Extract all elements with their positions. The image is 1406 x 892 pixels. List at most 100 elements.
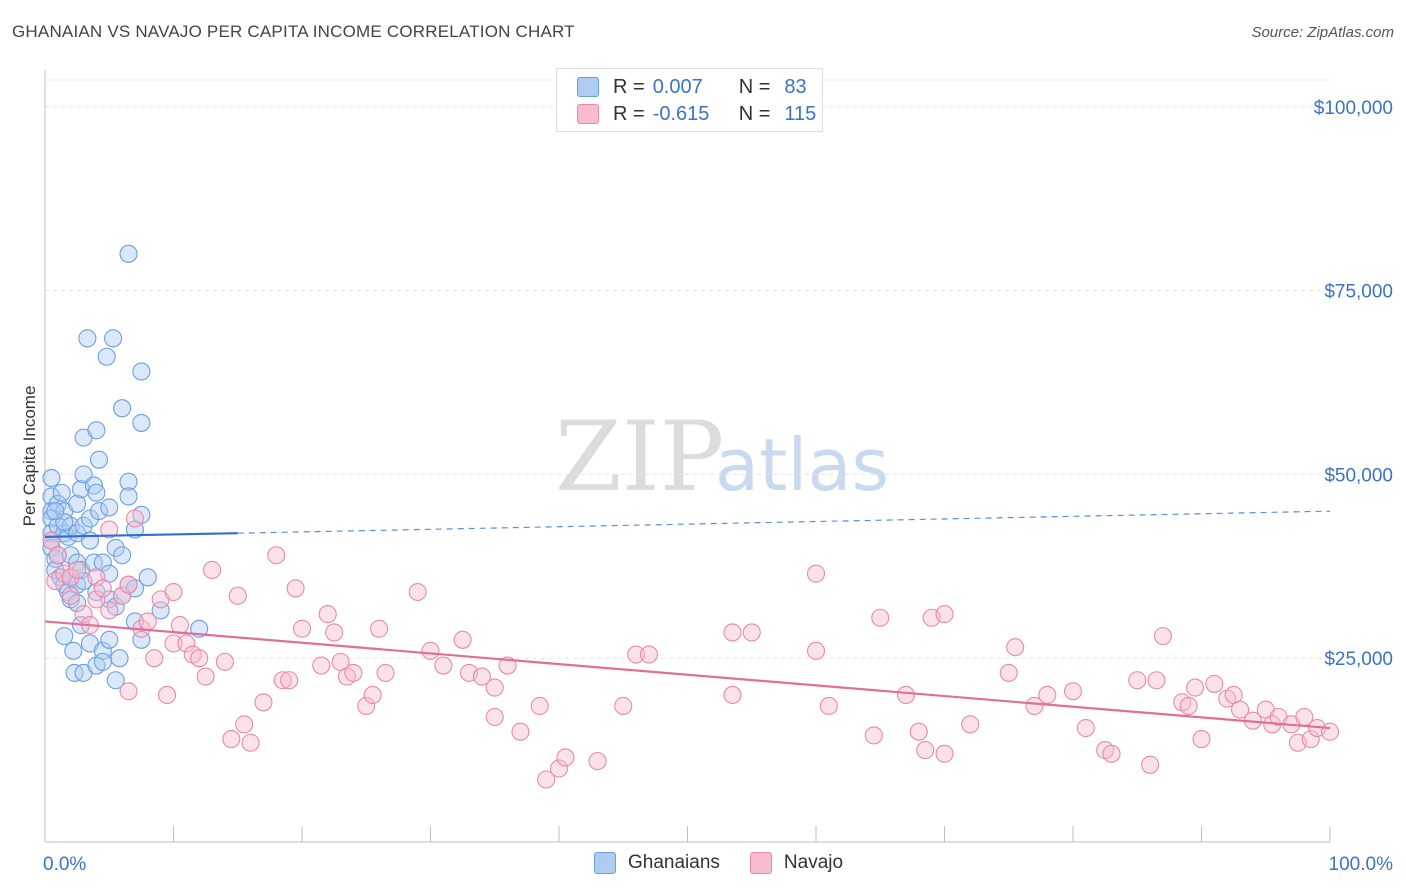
data-point <box>556 748 575 767</box>
data-point <box>1025 696 1044 716</box>
legend-r-label: R = <box>613 102 645 125</box>
data-point <box>909 722 928 741</box>
data-point <box>48 494 67 513</box>
data-point <box>537 770 556 789</box>
data-point <box>42 469 61 488</box>
data-point <box>614 696 633 716</box>
data-point <box>106 671 125 690</box>
data-point <box>1141 755 1160 774</box>
data-point <box>84 476 103 495</box>
data-point <box>723 623 742 642</box>
data-point <box>511 722 530 741</box>
data-point <box>158 685 177 705</box>
data-point <box>588 752 607 771</box>
data-point <box>723 685 742 705</box>
data-point <box>87 568 106 587</box>
legend-r-value-navajo: -0.615 <box>652 102 710 125</box>
data-point <box>68 560 87 580</box>
data-point <box>357 696 376 716</box>
data-point <box>138 612 157 631</box>
legend-label-ghanaians: Ghanaians <box>628 852 720 873</box>
data-point <box>254 693 273 712</box>
data-point <box>222 730 241 749</box>
data-point <box>1153 627 1172 646</box>
legend-n-label: N = <box>738 75 771 98</box>
legend-n-value-ghanaians: 83 <box>784 75 807 98</box>
data-point <box>1076 718 1095 738</box>
data-point <box>485 678 504 697</box>
data-point <box>119 682 138 701</box>
data-point <box>421 641 440 660</box>
trend-line-ghanaians-extrapolated <box>237 510 1331 534</box>
data-point <box>119 487 138 506</box>
data-point <box>68 593 87 613</box>
data-point <box>97 347 116 366</box>
data-point <box>286 579 305 598</box>
data-point <box>639 645 659 664</box>
data-point <box>164 582 183 602</box>
data-point <box>64 641 83 660</box>
data-point <box>344 663 363 682</box>
data-point <box>1102 744 1121 763</box>
data-point <box>935 744 954 763</box>
data-point <box>52 483 71 502</box>
data-point <box>530 696 549 716</box>
legend-row-navajo: R = -0.615 N = 115 <box>577 102 816 126</box>
y-tick-label: $50,000 <box>1324 465 1393 486</box>
data-point <box>273 671 292 690</box>
data-point <box>408 582 427 602</box>
correlation-legend: R = 0.007 N = 83 R = -0.615 N = 115 <box>556 68 823 132</box>
data-point <box>627 645 646 664</box>
legend-item-ghanaians: Ghanaians <box>594 852 720 874</box>
data-point <box>46 502 65 521</box>
data-point <box>132 413 151 432</box>
data-point <box>498 656 517 675</box>
data-point <box>1038 685 1057 705</box>
data-point <box>119 244 138 263</box>
data-point <box>871 608 890 627</box>
data-point <box>318 605 337 624</box>
data-point <box>113 586 132 605</box>
data-point <box>113 546 132 565</box>
data-point <box>93 579 112 598</box>
data-point <box>132 362 151 381</box>
data-point <box>376 663 395 682</box>
data-point <box>203 560 222 580</box>
legend-item-navajo: Navajo <box>749 852 844 874</box>
data-point <box>228 586 247 605</box>
data-point <box>1179 696 1198 716</box>
data-point <box>68 494 87 513</box>
data-point <box>80 531 100 550</box>
data-point <box>1128 671 1147 690</box>
data-point <box>196 667 215 686</box>
data-point <box>87 483 106 502</box>
legend-swatch-navajo <box>749 852 772 874</box>
data-point <box>806 564 826 583</box>
data-point <box>48 546 67 565</box>
data-point <box>190 649 209 668</box>
data-point <box>1147 671 1166 690</box>
series-navajo <box>42 509 1340 789</box>
data-point <box>55 627 74 646</box>
legend-label-navajo: Navajo <box>783 852 844 873</box>
data-point <box>119 472 138 491</box>
data-point <box>138 568 157 587</box>
watermark-atlas: atlas <box>715 423 889 507</box>
data-point <box>164 634 183 653</box>
data-point <box>1006 638 1025 657</box>
data-point <box>78 329 97 348</box>
data-point <box>61 568 80 587</box>
data-point <box>1301 730 1320 749</box>
data-point <box>453 630 472 649</box>
data-point <box>104 329 123 348</box>
data-point <box>87 590 106 609</box>
data-point <box>485 707 504 727</box>
data-point <box>1320 722 1340 741</box>
data-point <box>119 575 138 594</box>
trend-line-ghanaians <box>44 532 238 538</box>
data-point <box>100 630 119 649</box>
data-point <box>110 649 129 668</box>
data-point <box>896 685 916 705</box>
data-point <box>1186 678 1205 697</box>
